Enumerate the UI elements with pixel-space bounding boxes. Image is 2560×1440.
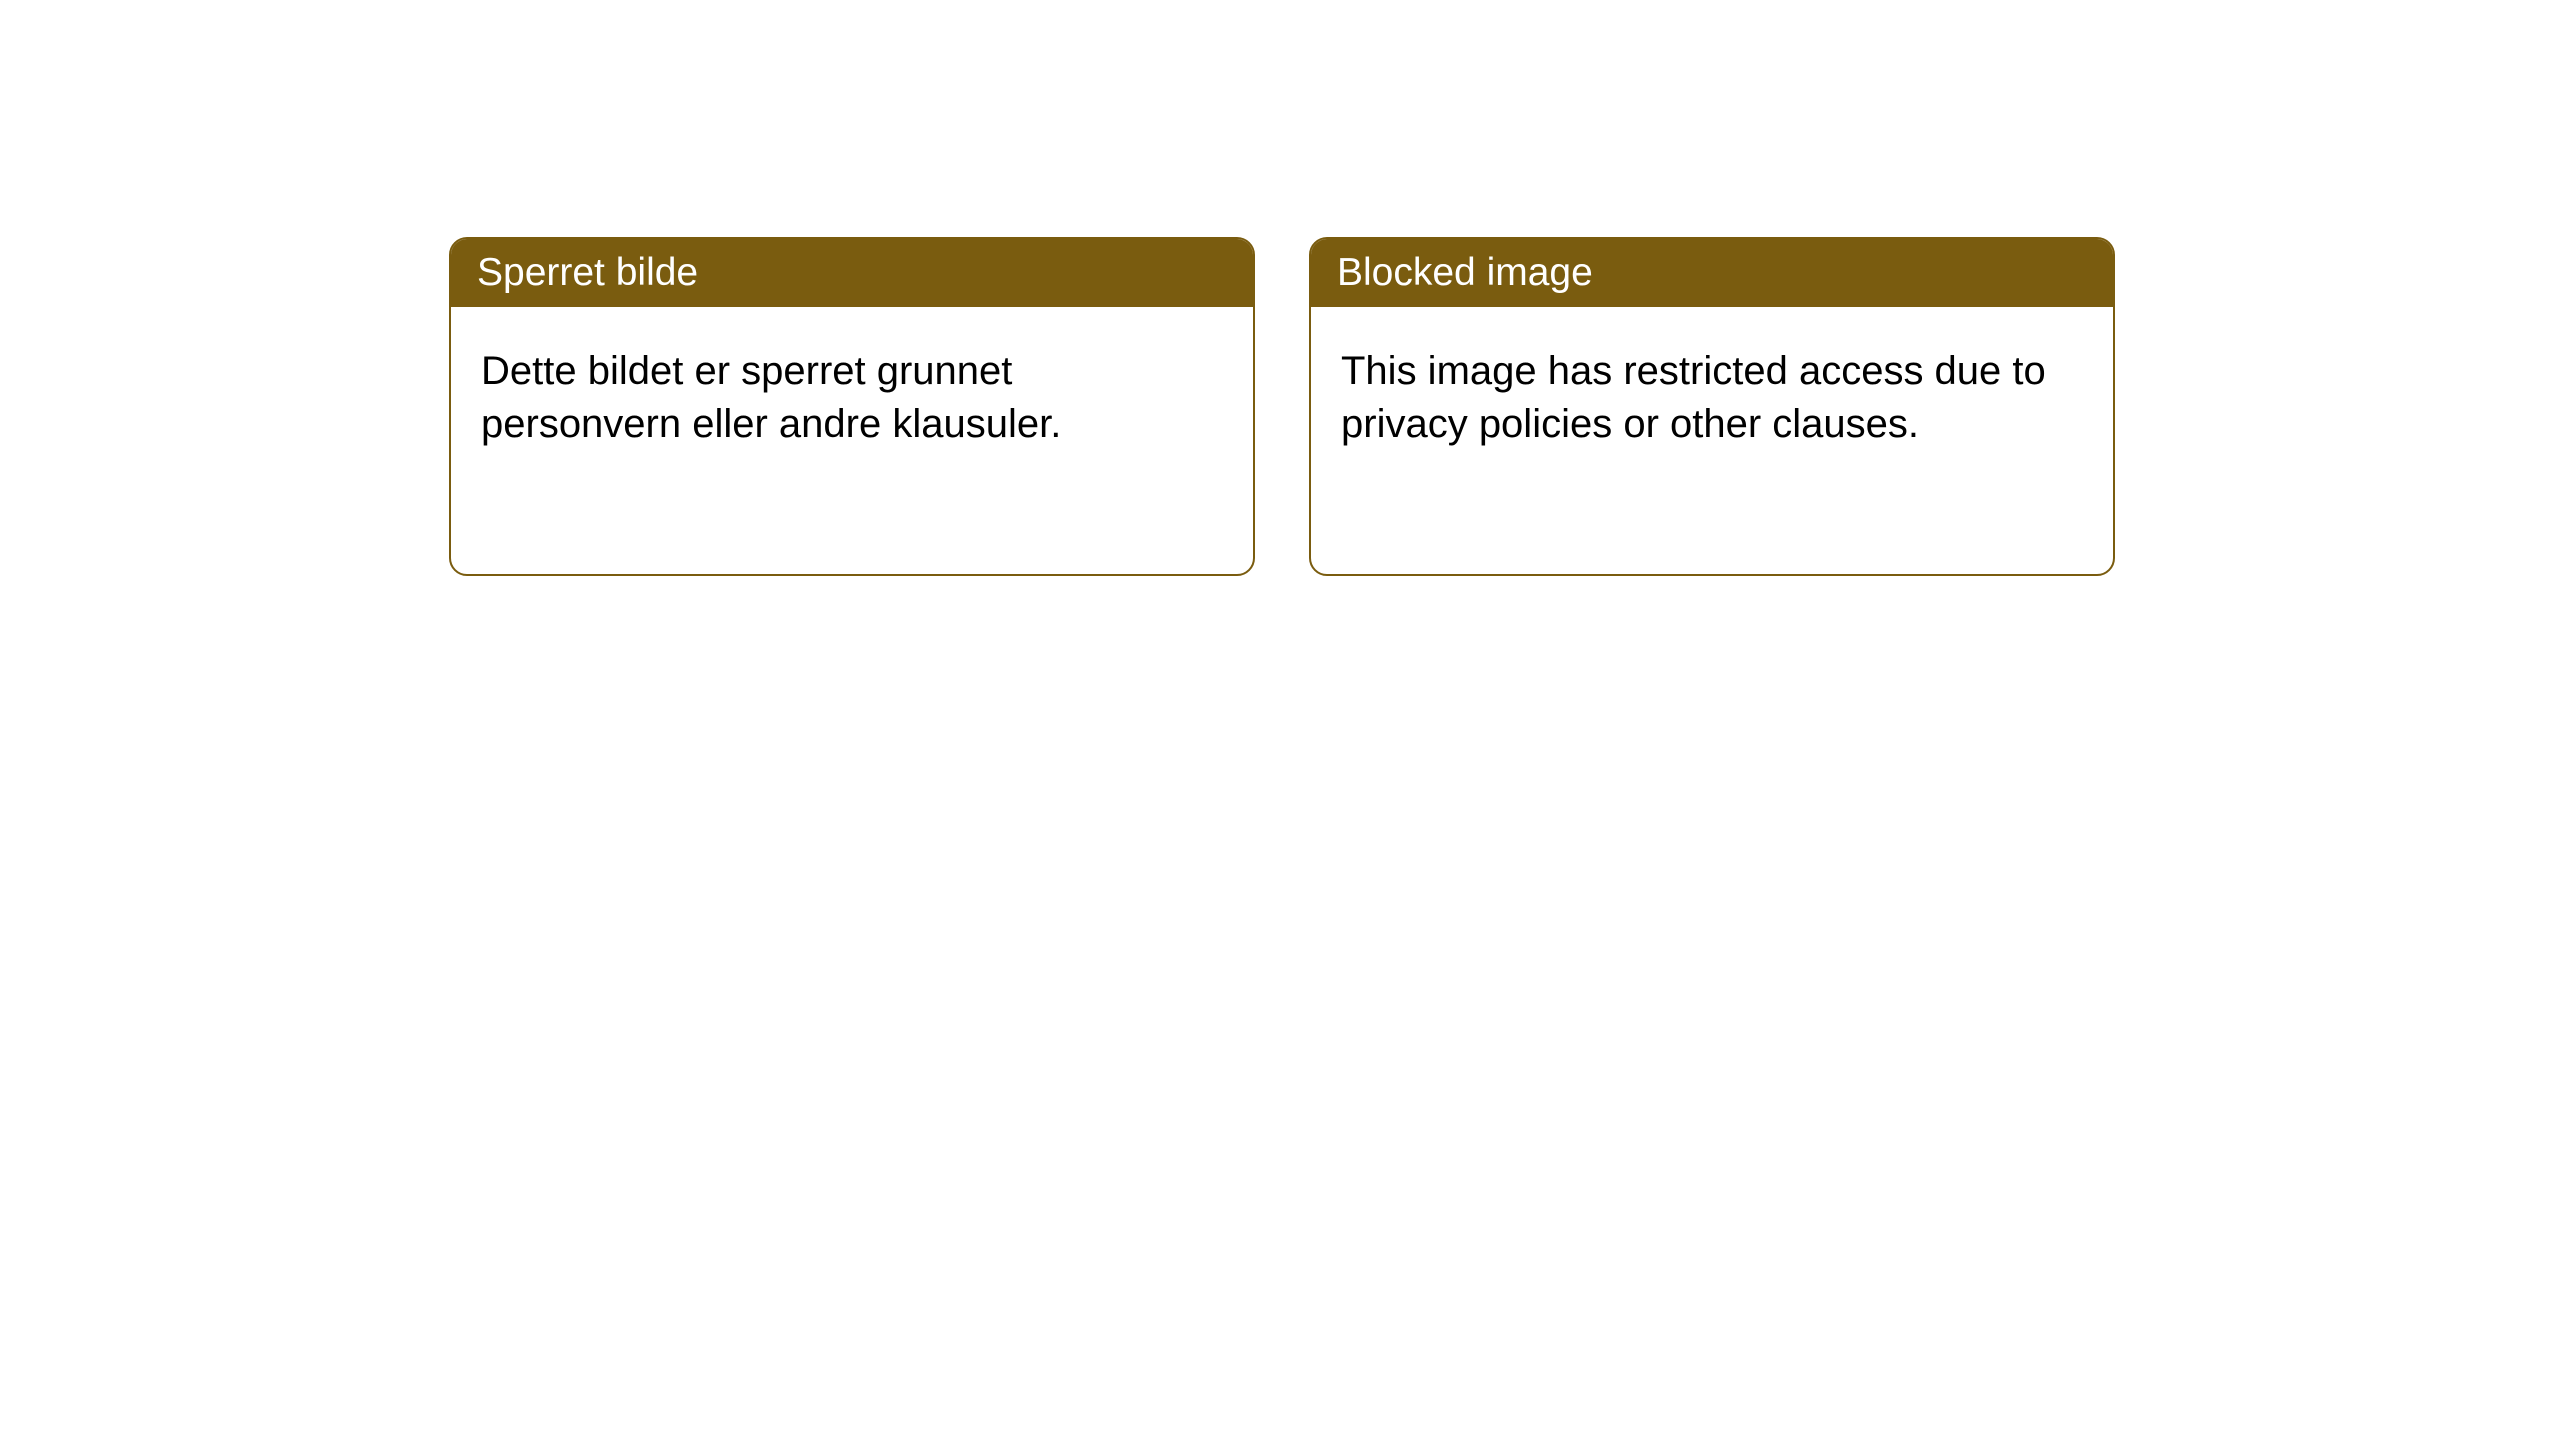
card-header-no: Sperret bilde [451, 239, 1253, 307]
card-body-no: Dette bildet er sperret grunnet personve… [451, 307, 1253, 489]
notice-container: Sperret bilde Dette bildet er sperret gr… [449, 237, 2115, 576]
blocked-image-card-no: Sperret bilde Dette bildet er sperret gr… [449, 237, 1255, 576]
card-body-en: This image has restricted access due to … [1311, 307, 2113, 489]
blocked-image-card-en: Blocked image This image has restricted … [1309, 237, 2115, 576]
card-header-en: Blocked image [1311, 239, 2113, 307]
